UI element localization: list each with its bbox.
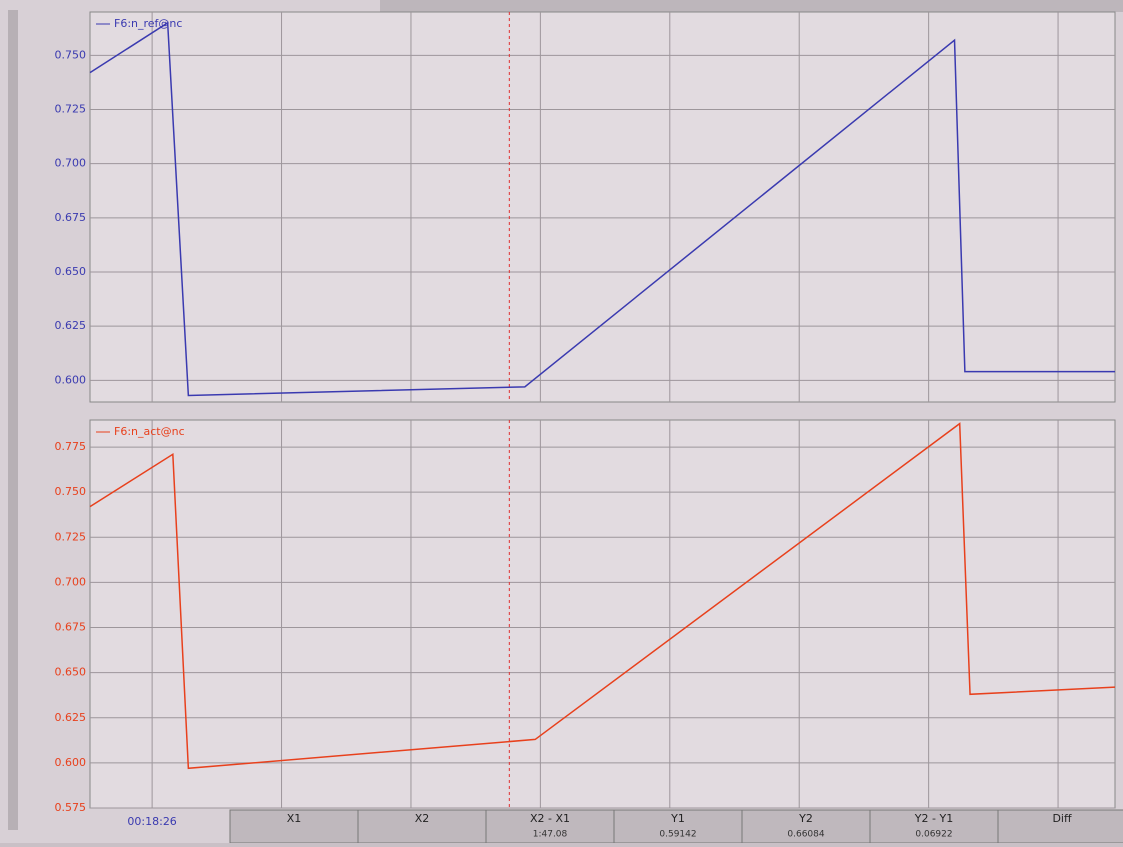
toolbar [380, 0, 1123, 12]
y-tick-label: 0.625 [55, 711, 87, 724]
y-tick-label: 0.675 [55, 621, 87, 634]
plot-area [89, 419, 1116, 809]
y-tick-label: 0.775 [55, 440, 87, 453]
table-cell [997, 809, 1123, 844]
y-tick-label: 0.650 [55, 265, 87, 278]
table-header: X1 [287, 812, 302, 825]
table-value: 1:47.08 [533, 830, 568, 840]
table-header: Y1 [670, 812, 685, 825]
series-line [89, 422, 1116, 770]
y-tick-label: 0.625 [55, 319, 87, 332]
y-tick-label: 0.600 [55, 756, 87, 769]
table-cell [357, 809, 487, 844]
y-tick-label: 0.725 [55, 530, 87, 543]
y-tick-label: 0.675 [55, 211, 87, 224]
y-tick-label: 0.600 [55, 373, 87, 386]
y-tick-label: 0.750 [55, 48, 87, 61]
legend-entry: F6:n_ref@nc [114, 17, 182, 30]
table-value: 0.59142 [659, 830, 696, 840]
y-tick-label: 0.575 [55, 801, 87, 814]
y-tick-label: 0.700 [55, 157, 87, 170]
table-cell [869, 809, 999, 844]
series-line [89, 21, 1115, 397]
y-tick-label: 0.750 [55, 485, 87, 498]
plot-area [89, 11, 1116, 403]
table-value: 0.66084 [787, 830, 824, 840]
table-header: Y2 - Y1 [914, 812, 953, 825]
y-tick-label: 0.725 [55, 103, 87, 116]
y-tick-label: 0.650 [55, 666, 87, 679]
table-header: X2 - X1 [530, 812, 570, 825]
table-header: X2 [415, 812, 430, 825]
legend-entry: F6:n_act@nc [114, 425, 185, 438]
x-tick-label: 00:18:26 [127, 815, 176, 828]
table-header: Diff [1052, 812, 1072, 825]
side-bar [8, 10, 18, 830]
y-tick-label: 0.700 [55, 575, 87, 588]
table-header: Y2 [798, 812, 813, 825]
table-value: 0.06922 [915, 830, 952, 840]
